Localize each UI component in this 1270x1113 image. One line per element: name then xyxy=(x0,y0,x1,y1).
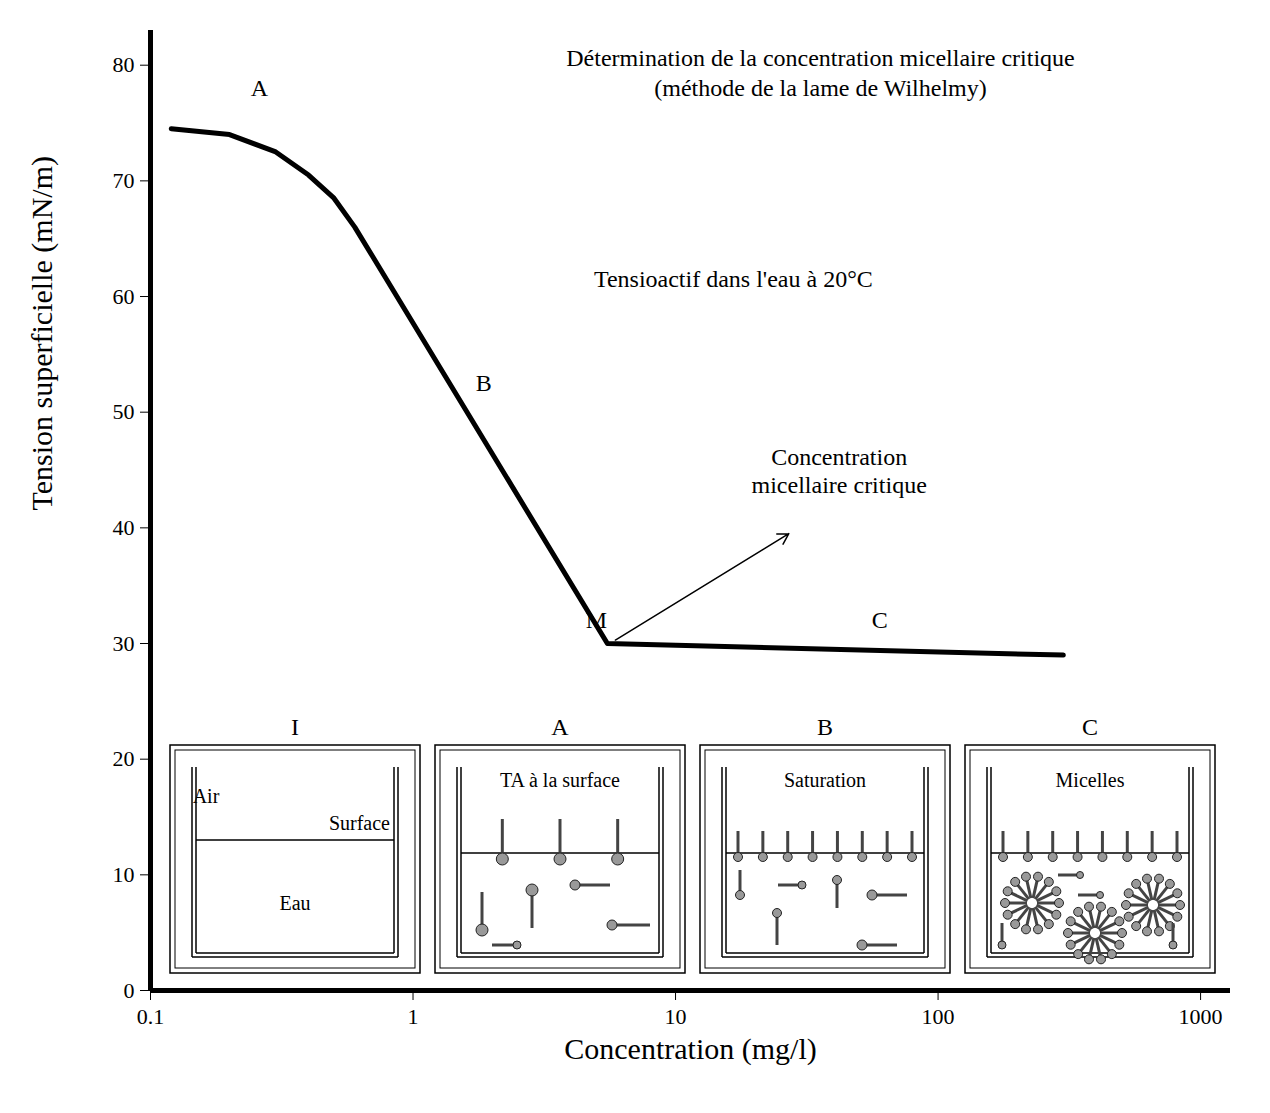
svg-text:B: B xyxy=(817,714,833,740)
svg-text:70: 70 xyxy=(113,168,135,193)
svg-text:(méthode de la lame de Wilhelm: (méthode de la lame de Wilhelmy) xyxy=(654,75,986,101)
svg-text:B: B xyxy=(476,370,492,396)
svg-text:50: 50 xyxy=(113,399,135,424)
svg-text:1: 1 xyxy=(408,1004,419,1029)
svg-text:30: 30 xyxy=(113,631,135,656)
svg-text:C: C xyxy=(872,607,888,633)
svg-text:Air: Air xyxy=(193,785,220,807)
svg-text:1000: 1000 xyxy=(1179,1004,1223,1029)
svg-text:100: 100 xyxy=(922,1004,955,1029)
svg-text:Micelles: Micelles xyxy=(1056,769,1125,791)
svg-text:Concentrationmicellaire critiq: Concentrationmicellaire critique xyxy=(752,444,927,498)
svg-text:A: A xyxy=(251,75,269,101)
svg-text:60: 60 xyxy=(113,284,135,309)
svg-text:Tensioactif dans l'eau à 20°C: Tensioactif dans l'eau à 20°C xyxy=(594,266,873,292)
svg-text:I: I xyxy=(291,714,299,740)
svg-text:TA à la surface: TA à la surface xyxy=(500,769,620,791)
svg-text:Détermination de la concentrat: Détermination de la concentration micell… xyxy=(566,45,1074,71)
svg-text:80: 80 xyxy=(113,52,135,77)
svg-text:40: 40 xyxy=(113,515,135,540)
svg-text:0: 0 xyxy=(124,978,135,1003)
svg-text:Concentration (mg/l): Concentration (mg/l) xyxy=(564,1032,816,1066)
svg-text:0.1: 0.1 xyxy=(137,1004,165,1029)
svg-text:Tension superficielle (mN/m): Tension superficielle (mN/m) xyxy=(25,156,59,510)
svg-text:C: C xyxy=(1082,714,1098,740)
svg-text:20: 20 xyxy=(113,746,135,771)
svg-text:Surface: Surface xyxy=(329,812,390,834)
svg-text:A: A xyxy=(551,714,569,740)
svg-text:10: 10 xyxy=(665,1004,687,1029)
svg-text:Eau: Eau xyxy=(279,892,310,914)
svg-text:Saturation: Saturation xyxy=(784,769,866,791)
svg-text:M: M xyxy=(586,607,607,633)
svg-text:10: 10 xyxy=(113,862,135,887)
